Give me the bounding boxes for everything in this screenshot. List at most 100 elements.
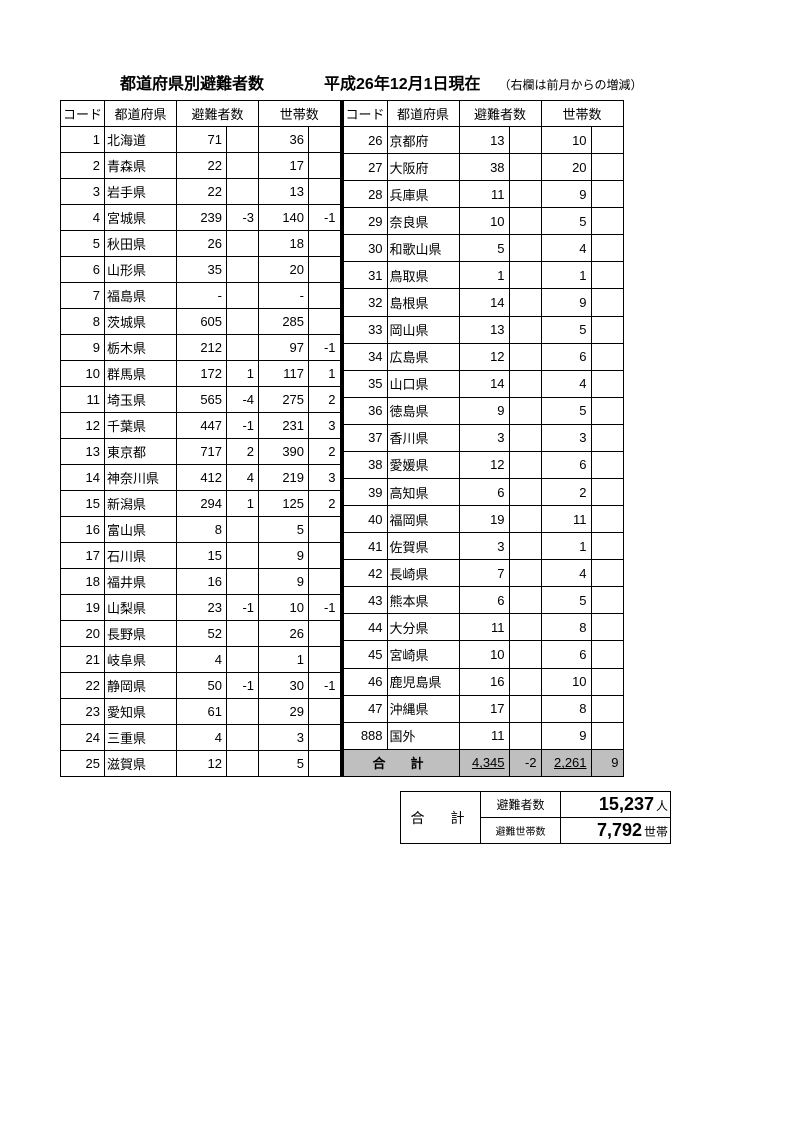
cell-hh: 97	[259, 335, 309, 361]
cell-hh-delta	[591, 479, 623, 506]
cell-hh: 3	[259, 725, 309, 751]
cell-hh-delta: 2	[309, 491, 341, 517]
cell-pref: 佐賀県	[387, 533, 459, 560]
table-row: 23愛知県6129	[61, 699, 341, 725]
cell-hh-delta	[309, 647, 341, 673]
cell-count-delta	[227, 335, 259, 361]
cell-pref: 福島県	[105, 283, 177, 309]
cell-hh: 20	[259, 257, 309, 283]
page-note: （右欄は前月からの増減）	[499, 76, 643, 93]
cell-hh-delta	[591, 127, 623, 154]
cell-code: 14	[61, 465, 105, 491]
cell-hh-delta: 3	[309, 413, 341, 439]
cell-hh-delta	[591, 533, 623, 560]
cell-hh-delta	[309, 517, 341, 543]
table-row: 12千葉県447-12313	[61, 413, 341, 439]
cell-code: 20	[61, 621, 105, 647]
table-row: 1北海道7136	[61, 127, 341, 153]
table-row: 39高知県62	[343, 479, 624, 506]
table-row: 37香川県33	[343, 424, 624, 451]
cell-hh: 9	[541, 181, 591, 208]
cell-count-delta	[227, 231, 259, 257]
subtotal-label: 合 計	[343, 749, 460, 776]
cell-count: 1	[459, 262, 509, 289]
cell-count: 447	[177, 413, 227, 439]
cell-code: 31	[343, 262, 388, 289]
cell-hh: 6	[541, 641, 591, 668]
cell-hh-delta	[591, 316, 623, 343]
cell-count: 212	[177, 335, 227, 361]
cell-count: 15	[177, 543, 227, 569]
cell-count: 52	[177, 621, 227, 647]
cell-pref: 群馬県	[105, 361, 177, 387]
table-row: 8茨城県605285	[61, 309, 341, 335]
cell-count: 294	[177, 491, 227, 517]
cell-pref: 石川県	[105, 543, 177, 569]
table-row: 40福岡県1911	[343, 506, 624, 533]
cell-count: 4	[177, 725, 227, 751]
cell-hh-delta	[309, 309, 341, 335]
cell-hh: 5	[541, 316, 591, 343]
cell-code: 24	[61, 725, 105, 751]
cell-count: 26	[177, 231, 227, 257]
cell-count-delta	[509, 641, 541, 668]
cell-pref: 大分県	[387, 614, 459, 641]
cell-code: 47	[343, 695, 388, 722]
cell-count-delta	[509, 722, 541, 749]
cell-pref: 岐阜県	[105, 647, 177, 673]
table-row: 38愛媛県126	[343, 451, 624, 478]
cell-hh-delta: 3	[309, 465, 341, 491]
cell-count-delta	[509, 397, 541, 424]
cell-code: 29	[343, 208, 388, 235]
cell-hh: 30	[259, 673, 309, 699]
cell-pref: 山形県	[105, 257, 177, 283]
cell-hh: 1	[541, 533, 591, 560]
cell-hh: 36	[259, 127, 309, 153]
table-row: 7福島県--	[61, 283, 341, 309]
cell-hh-delta	[309, 543, 341, 569]
cell-hh: 275	[259, 387, 309, 413]
cell-code: 16	[61, 517, 105, 543]
col-pref: 都道府県	[105, 101, 177, 127]
cell-code: 34	[343, 343, 388, 370]
cell-pref: 秋田県	[105, 231, 177, 257]
cell-code: 43	[343, 587, 388, 614]
table-row: 21岐阜県41	[61, 647, 341, 673]
table-row: 888国外119	[343, 722, 624, 749]
cell-count: 605	[177, 309, 227, 335]
cell-code: 35	[343, 370, 388, 397]
cell-count: 12	[459, 343, 509, 370]
cell-count: -	[177, 283, 227, 309]
cell-hh-delta	[591, 695, 623, 722]
cell-hh-delta	[309, 179, 341, 205]
cell-count-delta	[509, 695, 541, 722]
cell-hh-delta	[309, 283, 341, 309]
cell-count-delta: 1	[227, 491, 259, 517]
table-row: 29奈良県105	[343, 208, 624, 235]
cell-code: 9	[61, 335, 105, 361]
cell-pref: 長野県	[105, 621, 177, 647]
grand-hh-label: 避難世帯数	[481, 818, 561, 844]
cell-hh: 9	[541, 289, 591, 316]
cell-count: 14	[459, 289, 509, 316]
cell-count-delta: 4	[227, 465, 259, 491]
table-row: 33岡山県135	[343, 316, 624, 343]
table-row: 26京都府1310	[343, 127, 624, 154]
cell-count-delta	[509, 587, 541, 614]
cell-code: 4	[61, 205, 105, 231]
cell-pref: 奈良県	[387, 208, 459, 235]
cell-count: 239	[177, 205, 227, 231]
cell-count-delta	[227, 621, 259, 647]
cell-count: 9	[459, 397, 509, 424]
table-row: 17石川県159	[61, 543, 341, 569]
cell-hh: 5	[259, 751, 309, 777]
cell-count: 565	[177, 387, 227, 413]
cell-code: 42	[343, 560, 388, 587]
cell-count: 35	[177, 257, 227, 283]
cell-code: 36	[343, 397, 388, 424]
cell-pref: 北海道	[105, 127, 177, 153]
cell-code: 33	[343, 316, 388, 343]
cell-code: 6	[61, 257, 105, 283]
cell-hh: 3	[541, 424, 591, 451]
right-header-row: コード 都道府県 避難者数 世帯数	[343, 101, 624, 127]
